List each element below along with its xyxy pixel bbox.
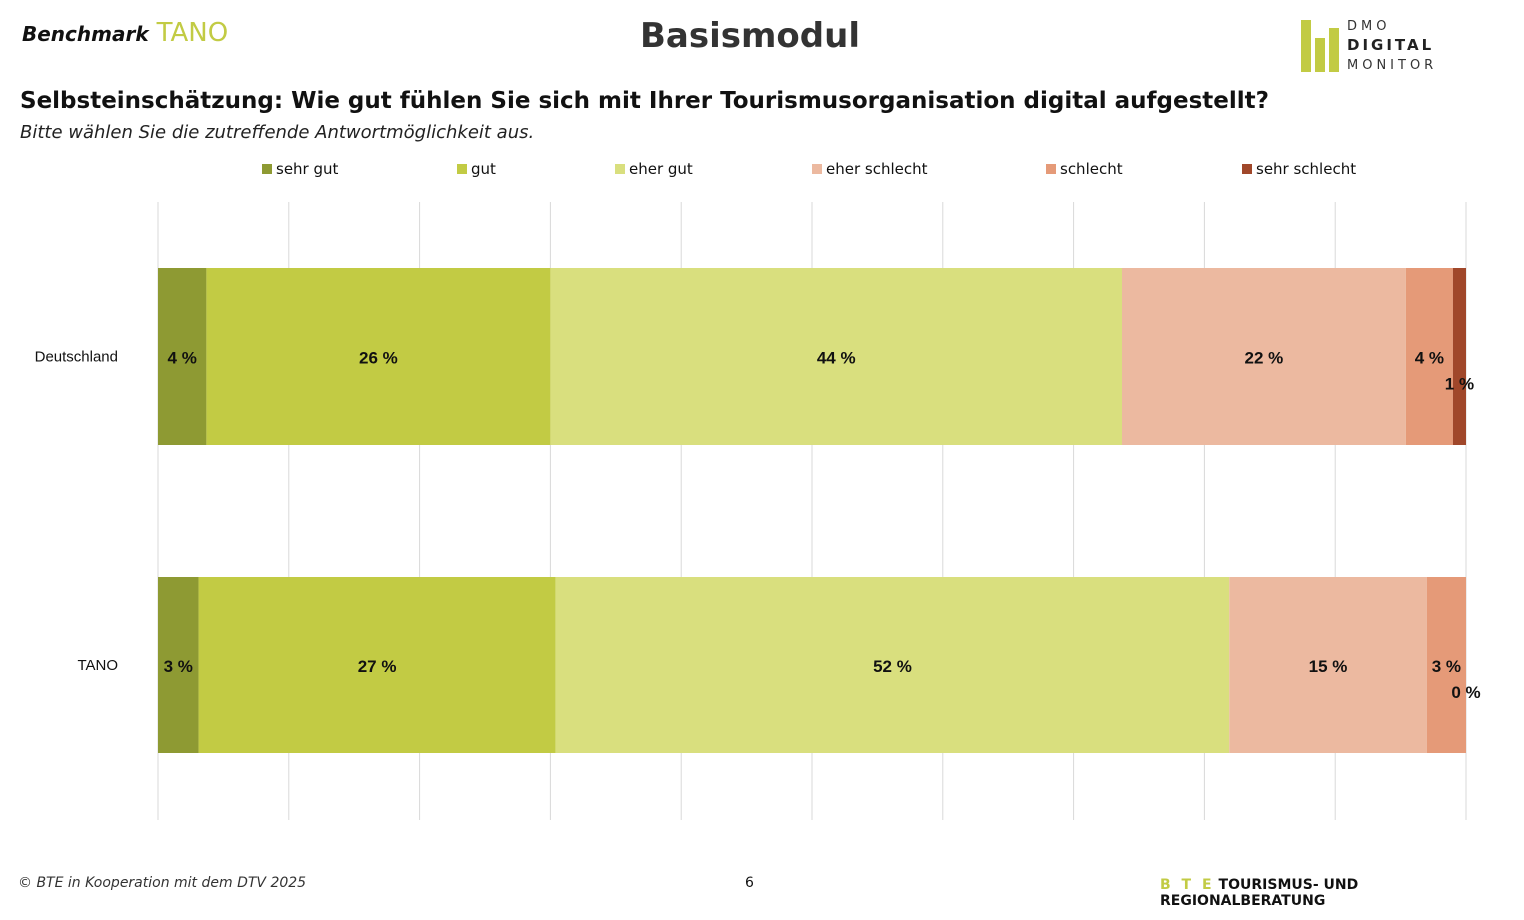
data-label: 27 % <box>358 657 397 676</box>
page-title: Basismodul <box>640 16 860 56</box>
instruction-text: Bitte wählen Sie die zutreffende Antwort… <box>20 122 535 143</box>
copyright: © BTE in Kooperation mit dem DTV 2025 <box>18 875 307 891</box>
legend-label: eher schlecht <box>826 160 928 178</box>
bar-segment <box>1426 577 1466 753</box>
bar-segment <box>206 268 551 445</box>
data-label: 3 % <box>1432 657 1461 676</box>
brand-prefix: B T E <box>1160 877 1215 893</box>
bar-segment <box>555 577 1230 753</box>
bar-segment <box>1229 577 1427 753</box>
legend-item: schlecht <box>1046 160 1123 178</box>
legend-label: eher gut <box>629 160 693 178</box>
legend-item: sehr schlecht <box>1242 160 1356 178</box>
legend-swatch <box>457 164 467 174</box>
bar-segment <box>1452 268 1466 445</box>
legend-label: gut <box>471 160 496 178</box>
benchmark-label: Benchmark TANO <box>22 18 228 48</box>
legend-item: eher gut <box>615 160 693 178</box>
legend-swatch <box>812 164 822 174</box>
svg-text:MONITOR: MONITOR <box>1347 58 1437 73</box>
bar-segment <box>550 268 1122 445</box>
category-label: TANO <box>77 657 118 674</box>
legend-label: sehr gut <box>276 160 339 178</box>
data-label: 4 % <box>1415 349 1444 368</box>
legend-item: gut <box>457 160 496 178</box>
data-label: 4 % <box>168 349 197 368</box>
bar-segment <box>198 577 556 753</box>
data-label: 52 % <box>873 657 912 676</box>
bar-segment <box>158 577 199 753</box>
data-label: 15 % <box>1309 657 1348 676</box>
svg-text:DIGITAL: DIGITAL <box>1347 36 1434 54</box>
bar-segment <box>158 268 207 445</box>
data-label: 26 % <box>359 349 398 368</box>
page-number: 6 <box>745 875 754 891</box>
legend-item: sehr gut <box>262 160 338 178</box>
region-name: TANO <box>156 18 229 48</box>
stacked-bar-chart: Deutschland 4 % 26 % 44 % 22 % 4 %1 %TANO 3 % 2… <box>35 202 1481 820</box>
data-label: 22 % <box>1245 349 1284 368</box>
data-label: 0 % <box>1451 683 1480 702</box>
brand-name: TOURISMUS- UND REGIONALBERATUNG <box>1160 877 1359 909</box>
bar-segment <box>1121 268 1406 445</box>
data-label: 44 % <box>817 349 856 368</box>
legend-swatch <box>1046 164 1056 174</box>
svg-text:DMO: DMO <box>1347 19 1390 34</box>
legend-swatch <box>615 164 625 174</box>
benchmark-text: Benchmark <box>22 22 149 46</box>
bar-segment <box>1405 268 1453 445</box>
dmo-digital-monitor-logo: DMO DIGITAL MONITOR <box>1301 19 1437 73</box>
data-label: 3 % <box>164 657 193 676</box>
legend-label: schlecht <box>1060 160 1123 178</box>
footer-brand: B T E TOURISMUS- UND REGIONALBERATUNG <box>1160 877 1524 909</box>
category-label: Deutschland <box>35 349 118 366</box>
data-label: 1 % <box>1445 375 1474 394</box>
legend-swatch <box>1242 164 1252 174</box>
legend-label: sehr schlecht <box>1256 160 1357 178</box>
legend-swatch <box>262 164 272 174</box>
question-title: Selbsteinschätzung: Wie gut fühlen Sie s… <box>20 88 1269 114</box>
legend-item: eher schlecht <box>812 160 928 178</box>
